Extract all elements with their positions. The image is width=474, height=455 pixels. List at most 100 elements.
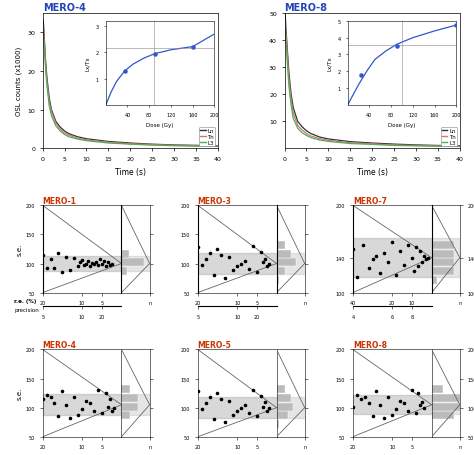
Point — [263, 407, 271, 415]
Point — [257, 393, 264, 400]
Point — [253, 269, 261, 276]
Point — [365, 265, 373, 272]
Point — [86, 263, 94, 270]
Bar — [432, 259, 454, 267]
Point — [59, 388, 66, 395]
Point — [237, 260, 245, 268]
Point — [261, 398, 269, 405]
Point — [76, 259, 84, 267]
Bar — [43, 394, 121, 415]
Point — [361, 394, 368, 401]
Point — [206, 250, 213, 257]
Point — [418, 259, 426, 266]
Bar — [276, 250, 291, 258]
Point — [396, 397, 404, 404]
Point — [245, 410, 253, 417]
Bar — [432, 239, 460, 277]
Point — [39, 395, 46, 403]
Point — [210, 272, 217, 279]
Point — [245, 266, 253, 273]
Point — [261, 256, 269, 263]
Point — [365, 399, 373, 407]
Point — [353, 391, 361, 399]
Point — [349, 403, 356, 410]
Point — [226, 253, 233, 261]
Point — [98, 410, 106, 417]
Point — [418, 398, 426, 405]
Point — [71, 254, 78, 262]
Point — [43, 391, 50, 399]
Bar — [276, 411, 288, 420]
Text: MERO-4: MERO-4 — [43, 341, 76, 350]
Point — [408, 387, 416, 394]
Point — [104, 259, 111, 267]
Point — [198, 406, 205, 413]
Text: precision: precision — [14, 307, 39, 312]
Point — [214, 246, 221, 253]
Point — [381, 415, 388, 422]
Point — [43, 264, 50, 272]
Text: MERO-8: MERO-8 — [353, 341, 387, 350]
Point — [214, 389, 221, 397]
Point — [74, 411, 82, 419]
Point — [414, 389, 422, 397]
Point — [202, 256, 210, 263]
Bar — [121, 259, 144, 267]
Bar — [432, 385, 443, 393]
Point — [233, 407, 241, 415]
Y-axis label: s.e.: s.e. — [17, 243, 23, 256]
Bar — [432, 403, 465, 411]
Point — [92, 258, 100, 266]
Bar — [43, 256, 121, 272]
Bar — [432, 411, 454, 420]
Point — [106, 262, 113, 269]
Bar — [121, 411, 130, 420]
Point — [218, 395, 225, 403]
Point — [51, 399, 58, 407]
Bar — [121, 385, 130, 393]
Point — [80, 262, 88, 269]
Point — [194, 388, 201, 395]
Point — [66, 415, 74, 422]
Point — [420, 253, 428, 260]
Text: MERO-4: MERO-4 — [43, 3, 85, 13]
Point — [86, 399, 94, 407]
Point — [84, 258, 92, 265]
Point — [229, 267, 237, 274]
Point — [377, 401, 384, 409]
Bar — [121, 394, 138, 402]
Point — [249, 243, 257, 250]
Bar — [353, 239, 432, 277]
Point — [369, 413, 376, 420]
Bar — [276, 403, 293, 411]
Point — [78, 405, 86, 413]
Text: MERO-8: MERO-8 — [284, 3, 328, 13]
Point — [226, 397, 233, 404]
Point — [63, 401, 70, 409]
Bar — [432, 395, 460, 414]
Point — [82, 397, 90, 404]
Point — [392, 272, 400, 279]
Point — [369, 256, 376, 263]
Point — [47, 256, 55, 263]
Point — [39, 252, 46, 259]
Point — [257, 249, 264, 256]
Point — [241, 401, 249, 409]
Bar — [276, 394, 291, 402]
Y-axis label: s.e.: s.e. — [17, 387, 23, 399]
Bar — [121, 250, 129, 258]
Point — [94, 387, 101, 394]
Point — [55, 250, 62, 257]
Bar — [432, 276, 437, 284]
Legend: Ln, Tn, L3: Ln, Tn, L3 — [199, 127, 215, 147]
Bar — [276, 259, 296, 267]
Point — [71, 394, 78, 401]
Bar — [432, 268, 454, 276]
Point — [263, 263, 271, 270]
Point — [392, 405, 400, 413]
Point — [59, 269, 66, 276]
Point — [396, 248, 404, 255]
Text: MERO-5: MERO-5 — [198, 341, 231, 350]
Point — [259, 403, 266, 410]
Bar — [198, 253, 276, 274]
